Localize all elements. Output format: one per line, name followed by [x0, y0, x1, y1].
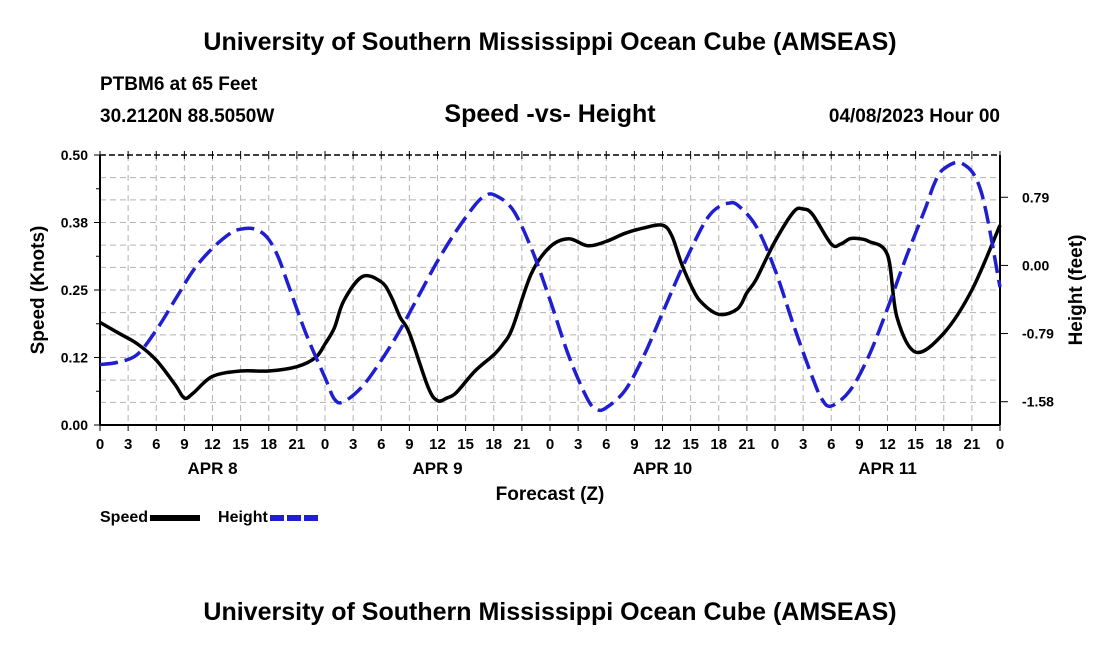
y-tick-label: 0.00 [61, 417, 88, 433]
x-tick-label: 0 [321, 436, 329, 453]
x-tick-label: 9 [180, 436, 188, 453]
forecast-datetime: 04/08/2023 Hour 00 [828, 106, 1000, 127]
y-tick-label: 0.50 [61, 147, 88, 163]
x-tick-label: 21 [739, 436, 756, 453]
x-tick-label: 3 [349, 436, 357, 453]
x-tick-label: 0 [996, 436, 1004, 453]
x-tick-label: 3 [124, 436, 132, 453]
chart-title: University of Southern Mississippi Ocean… [203, 28, 897, 56]
station-label: PTBM6 at 65 Feet [100, 74, 258, 95]
x-tick-label: 15 [907, 436, 924, 453]
x-axis-title: Forecast (Z) [496, 484, 605, 505]
legend-speed-label: Speed [100, 509, 149, 526]
series-line-speed [99, 206, 1002, 403]
x-tick-label: 12 [204, 436, 221, 453]
x-tick-label: 21 [514, 436, 531, 453]
y-tick-label: 0.12 [61, 350, 88, 366]
x-tick-label: 9 [405, 436, 413, 453]
x-tick-label: 12 [429, 436, 446, 453]
y-tick-label: 0.25 [61, 282, 88, 298]
x-tick-label: 0 [771, 436, 779, 453]
y2-tick-label: -0.79 [1022, 326, 1054, 342]
x-tick-label: 9 [855, 436, 863, 453]
legend-height-swatch [269, 515, 320, 521]
footer-title: University of Southern Mississippi Ocean… [203, 598, 897, 626]
y2-tick-label: 0.00 [1022, 257, 1049, 273]
x-tick-label: 0 [96, 436, 104, 453]
x-tick-label: 15 [232, 436, 249, 453]
x-tick-label: 21 [289, 436, 306, 453]
chart-subtitle: Speed -vs- Height [444, 100, 656, 128]
x-tick-label: 18 [260, 436, 277, 453]
x-tick-label: 6 [602, 436, 610, 453]
x-tick-label: 15 [457, 436, 474, 453]
x-tick-label: 12 [654, 436, 671, 453]
x-tick-label: 0 [546, 436, 554, 453]
x-tick-label: 6 [827, 436, 835, 453]
x-date-label: APR 8 [187, 459, 237, 478]
x-date-label: APR 10 [633, 459, 693, 478]
x-tick-label: 9 [630, 436, 638, 453]
y2-tick-label: -1.58 [1022, 394, 1054, 410]
x-tick-label: 3 [799, 436, 807, 453]
coordinates-label: 30.2120N 88.5050W [100, 106, 275, 127]
x-date-label: APR 11 [858, 459, 917, 478]
x-tick-label: 3 [574, 436, 582, 453]
legend-speed-swatch [150, 515, 201, 521]
x-tick-label: 15 [682, 436, 699, 453]
x-tick-label: 6 [152, 436, 160, 453]
x-tick-label: 18 [710, 436, 727, 453]
x-tick-label: 6 [377, 436, 385, 453]
x-tick-label: 18 [935, 436, 952, 453]
x-tick-label: 18 [485, 436, 502, 453]
series-line-height [99, 160, 1002, 413]
y2-tick-label: 0.79 [1022, 189, 1049, 205]
speed-height-chart: 0 3 6 9 12 15 18 21 0 3 6 9 12 15 18 21 0 3 6 9 12 15 18 21 0 3 6 9… [28, 147, 1087, 505]
x-tick-label: 21 [964, 436, 981, 453]
legend-height-label: Height [218, 509, 268, 526]
x-tick-label: 12 [879, 436, 896, 453]
legend: Speed Height [100, 509, 338, 527]
y-tick-label: 0.38 [61, 215, 88, 231]
y-axis-title: Speed (Knots) [28, 226, 49, 355]
x-date-label: APR 9 [412, 459, 462, 478]
y2-axis-title: Height (feet) [1066, 235, 1087, 346]
